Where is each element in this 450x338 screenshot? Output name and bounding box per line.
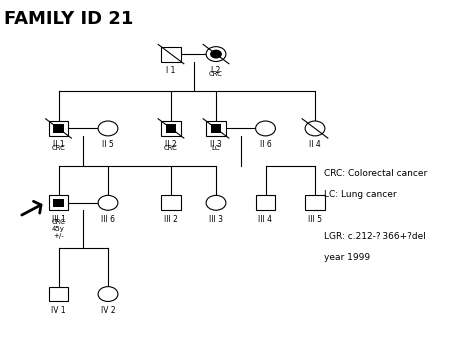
Bar [166, 124, 176, 132]
Circle shape [98, 121, 118, 136]
Text: III 1: III 1 [52, 215, 65, 224]
Circle shape [98, 287, 118, 301]
Circle shape [305, 121, 325, 136]
Text: CRC: CRC [209, 71, 223, 77]
Text: CRC: Colorectal cancer: CRC: Colorectal cancer [324, 169, 427, 178]
Text: LC: Lung cancer: LC: Lung cancer [324, 190, 396, 199]
Circle shape [206, 195, 226, 210]
Bar [49, 195, 68, 210]
Text: IV 1: IV 1 [51, 306, 66, 315]
Bar [161, 195, 181, 210]
Bar [256, 195, 275, 210]
Bar [206, 121, 226, 136]
Bar [161, 121, 181, 136]
Text: III 5: III 5 [308, 215, 322, 224]
Text: II 6: II 6 [260, 140, 271, 149]
Text: II 2: II 2 [165, 140, 177, 149]
Bar [305, 195, 325, 210]
Text: CRC: CRC [52, 145, 65, 151]
Circle shape [256, 121, 275, 136]
Bar [211, 124, 221, 132]
Text: III 4: III 4 [258, 215, 273, 224]
Bar [161, 47, 181, 62]
Text: IV 2: IV 2 [101, 306, 115, 315]
Text: II 5: II 5 [102, 140, 114, 149]
Text: 45y: 45y [52, 226, 65, 232]
Text: I 1: I 1 [166, 66, 176, 75]
Bar [49, 287, 68, 301]
Text: CRC: CRC [52, 219, 65, 225]
Circle shape [206, 47, 226, 62]
Text: CRC: CRC [164, 145, 178, 151]
Text: LGR: c.212-? 366+?del: LGR: c.212-? 366+?del [324, 232, 426, 241]
Text: III 3: III 3 [209, 215, 223, 224]
Text: II 1: II 1 [53, 140, 64, 149]
Text: LC: LC [212, 145, 220, 151]
Text: III 6: III 6 [101, 215, 115, 224]
Text: FAMILY ID 21: FAMILY ID 21 [4, 10, 134, 28]
Text: II 3: II 3 [210, 140, 222, 149]
Bar [49, 121, 68, 136]
Text: +/-: +/- [53, 233, 64, 239]
Circle shape [98, 195, 118, 210]
Text: II 4: II 4 [309, 140, 321, 149]
Circle shape [210, 50, 222, 58]
Text: year 1999: year 1999 [324, 253, 370, 262]
Bar [53, 199, 64, 207]
Text: I 2: I 2 [212, 66, 220, 75]
Bar [53, 124, 64, 132]
Text: III 2: III 2 [164, 215, 178, 224]
